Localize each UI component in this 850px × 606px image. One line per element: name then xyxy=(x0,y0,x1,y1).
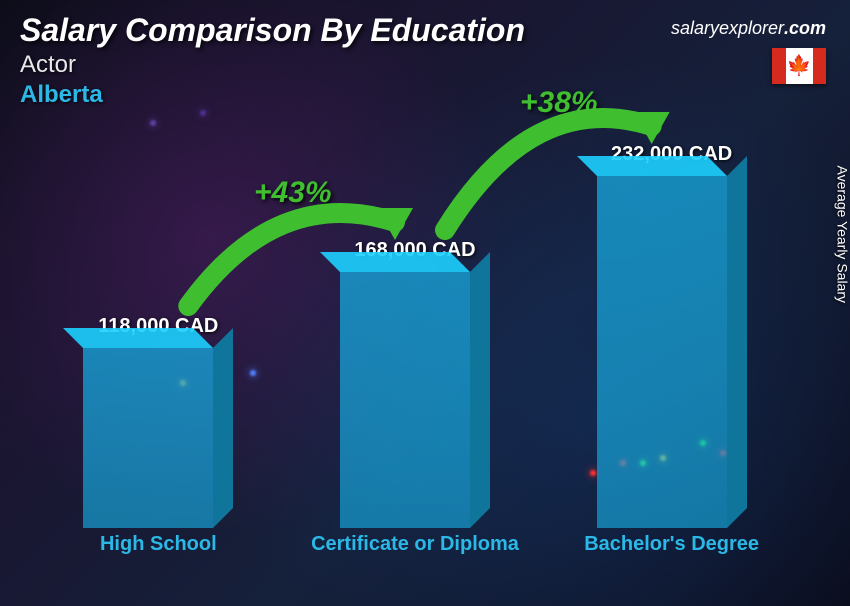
bar-0: 118,000 CAD xyxy=(43,315,274,528)
bar-group: 118,000 CAD168,000 CAD232,000 CAD xyxy=(30,128,800,528)
bar-top-face xyxy=(63,328,213,348)
region-label: Alberta xyxy=(20,81,830,109)
bar-category-label: Bachelor's Degree xyxy=(556,532,787,582)
y-axis-label: Average Yearly Salary xyxy=(834,166,850,304)
bar-front-face xyxy=(340,272,470,528)
bar-side-face xyxy=(470,252,490,528)
flag-stripe-center: 🍁 xyxy=(786,48,813,84)
job-title: Actor xyxy=(20,51,830,79)
brand-domain: .com xyxy=(784,18,826,38)
bar-chart: 118,000 CAD168,000 CAD232,000 CAD High S… xyxy=(30,102,800,582)
bar-side-face xyxy=(213,328,233,528)
bar-side-face xyxy=(727,156,747,528)
flag-stripe-left xyxy=(772,48,786,84)
bar-top-face xyxy=(577,156,727,176)
bar-top-face xyxy=(320,252,470,272)
bar-2: 232,000 CAD xyxy=(556,143,787,528)
brand-name: salaryexplorer xyxy=(671,18,784,38)
bar-shape xyxy=(83,348,233,528)
bar-category-label: Certificate or Diploma xyxy=(299,532,530,582)
bar-shape xyxy=(597,176,747,528)
x-axis-labels: High School Certificate or Diploma Bachelo… xyxy=(30,532,800,582)
bar-category-label: High School xyxy=(43,532,274,582)
bar-front-face xyxy=(597,176,727,528)
maple-leaf-icon: 🍁 xyxy=(787,56,812,76)
country-flag-icon: 🍁 xyxy=(772,48,826,84)
brand-watermark: salaryexplorer.com xyxy=(671,18,826,39)
bar-front-face xyxy=(83,348,213,528)
bar-1: 168,000 CAD xyxy=(299,239,530,528)
flag-stripe-right xyxy=(813,48,827,84)
bar-shape xyxy=(340,272,490,528)
